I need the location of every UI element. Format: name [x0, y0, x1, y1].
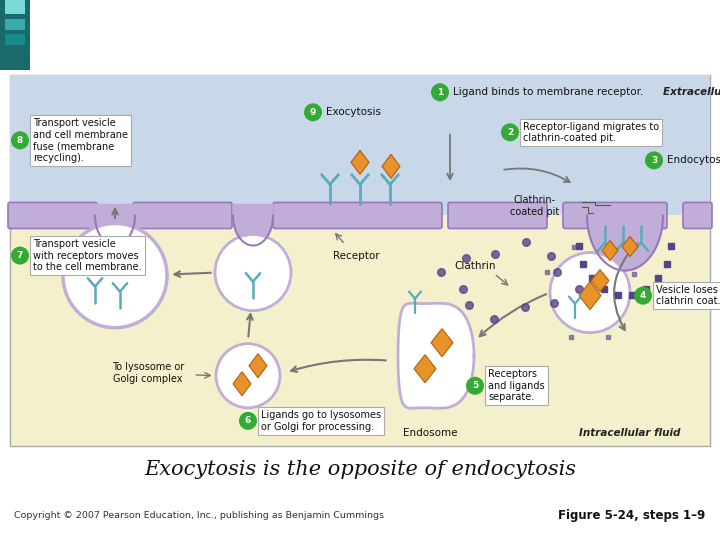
- FancyBboxPatch shape: [5, 19, 25, 30]
- FancyBboxPatch shape: [133, 202, 232, 228]
- Text: Endocytosis: Endocytosis: [667, 156, 720, 165]
- Text: 7: 7: [17, 251, 23, 260]
- FancyBboxPatch shape: [448, 202, 547, 228]
- FancyBboxPatch shape: [10, 75, 710, 446]
- Polygon shape: [249, 354, 267, 378]
- Text: 4: 4: [640, 291, 646, 300]
- Polygon shape: [622, 237, 638, 256]
- FancyBboxPatch shape: [8, 202, 97, 228]
- Circle shape: [466, 377, 484, 395]
- FancyBboxPatch shape: [5, 0, 25, 14]
- Polygon shape: [431, 329, 453, 357]
- FancyBboxPatch shape: [10, 75, 710, 215]
- FancyBboxPatch shape: [273, 202, 442, 228]
- Circle shape: [645, 151, 663, 170]
- Polygon shape: [587, 205, 663, 271]
- Text: Receptor-Mediated Endocytosis and Exocytosis: Receptor-Mediated Endocytosis and Exocyt…: [38, 21, 720, 49]
- Text: 3: 3: [651, 156, 657, 165]
- Polygon shape: [233, 205, 273, 246]
- Circle shape: [216, 343, 280, 408]
- Text: Clathrin-
coated pit: Clathrin- coated pit: [510, 195, 559, 217]
- Text: Transport vesicle
and cell membrane
fuse (membrane
recycling).: Transport vesicle and cell membrane fuse…: [33, 118, 128, 163]
- Polygon shape: [579, 281, 601, 309]
- Polygon shape: [591, 269, 609, 292]
- Circle shape: [634, 287, 652, 305]
- Text: Receptor-ligand migrates to
clathrin-coated pit.: Receptor-ligand migrates to clathrin-coa…: [523, 122, 659, 143]
- Text: 5: 5: [472, 381, 478, 390]
- FancyBboxPatch shape: [5, 34, 25, 45]
- Text: Copyright © 2007 Pearson Education, Inc., publishing as Benjamin Cummings: Copyright © 2007 Pearson Education, Inc.…: [14, 511, 384, 520]
- Circle shape: [239, 412, 257, 430]
- Text: Clathrin: Clathrin: [454, 261, 496, 271]
- Text: Figure 5-24, steps 1–9: Figure 5-24, steps 1–9: [558, 509, 706, 522]
- Polygon shape: [398, 303, 474, 408]
- Polygon shape: [351, 150, 369, 174]
- Polygon shape: [414, 355, 436, 383]
- Polygon shape: [233, 372, 251, 396]
- Circle shape: [550, 253, 630, 333]
- Text: 6: 6: [245, 416, 251, 426]
- Text: 8: 8: [17, 136, 23, 145]
- Polygon shape: [602, 240, 618, 261]
- Text: Endosome: Endosome: [402, 428, 457, 438]
- Circle shape: [215, 234, 291, 310]
- Text: Exocytosis: Exocytosis: [326, 107, 381, 117]
- Text: 1: 1: [437, 87, 443, 97]
- Polygon shape: [382, 154, 400, 178]
- Text: Ligands go to lysosomes
or Golgi for processing.: Ligands go to lysosomes or Golgi for pro…: [261, 410, 381, 431]
- Text: Transport vesicle
with receptors moves
to the cell membrane.: Transport vesicle with receptors moves t…: [33, 239, 142, 272]
- Text: 9: 9: [310, 108, 316, 117]
- Text: Extracellular fluid: Extracellular fluid: [663, 87, 720, 97]
- FancyBboxPatch shape: [563, 202, 667, 228]
- FancyBboxPatch shape: [0, 0, 30, 70]
- Circle shape: [63, 224, 167, 328]
- FancyBboxPatch shape: [683, 202, 712, 228]
- Text: Exocytosis is the opposite of endocytosis: Exocytosis is the opposite of endocytosi…: [144, 460, 576, 478]
- Text: Ligand binds to membrane receptor.: Ligand binds to membrane receptor.: [453, 87, 644, 97]
- Text: Receptors
and ligands
separate.: Receptors and ligands separate.: [488, 369, 544, 402]
- Text: Receptor: Receptor: [333, 251, 379, 260]
- Circle shape: [11, 247, 29, 265]
- Text: Vesicle loses
clathrin coat.: Vesicle loses clathrin coat.: [656, 285, 720, 306]
- Circle shape: [431, 83, 449, 102]
- Circle shape: [11, 131, 29, 150]
- Text: 2: 2: [507, 128, 513, 137]
- Text: Intracellular fluid: Intracellular fluid: [580, 428, 680, 438]
- Text: To lysosome or
Golgi complex: To lysosome or Golgi complex: [112, 362, 184, 383]
- Circle shape: [501, 123, 519, 141]
- Circle shape: [304, 103, 322, 122]
- Polygon shape: [95, 205, 135, 246]
